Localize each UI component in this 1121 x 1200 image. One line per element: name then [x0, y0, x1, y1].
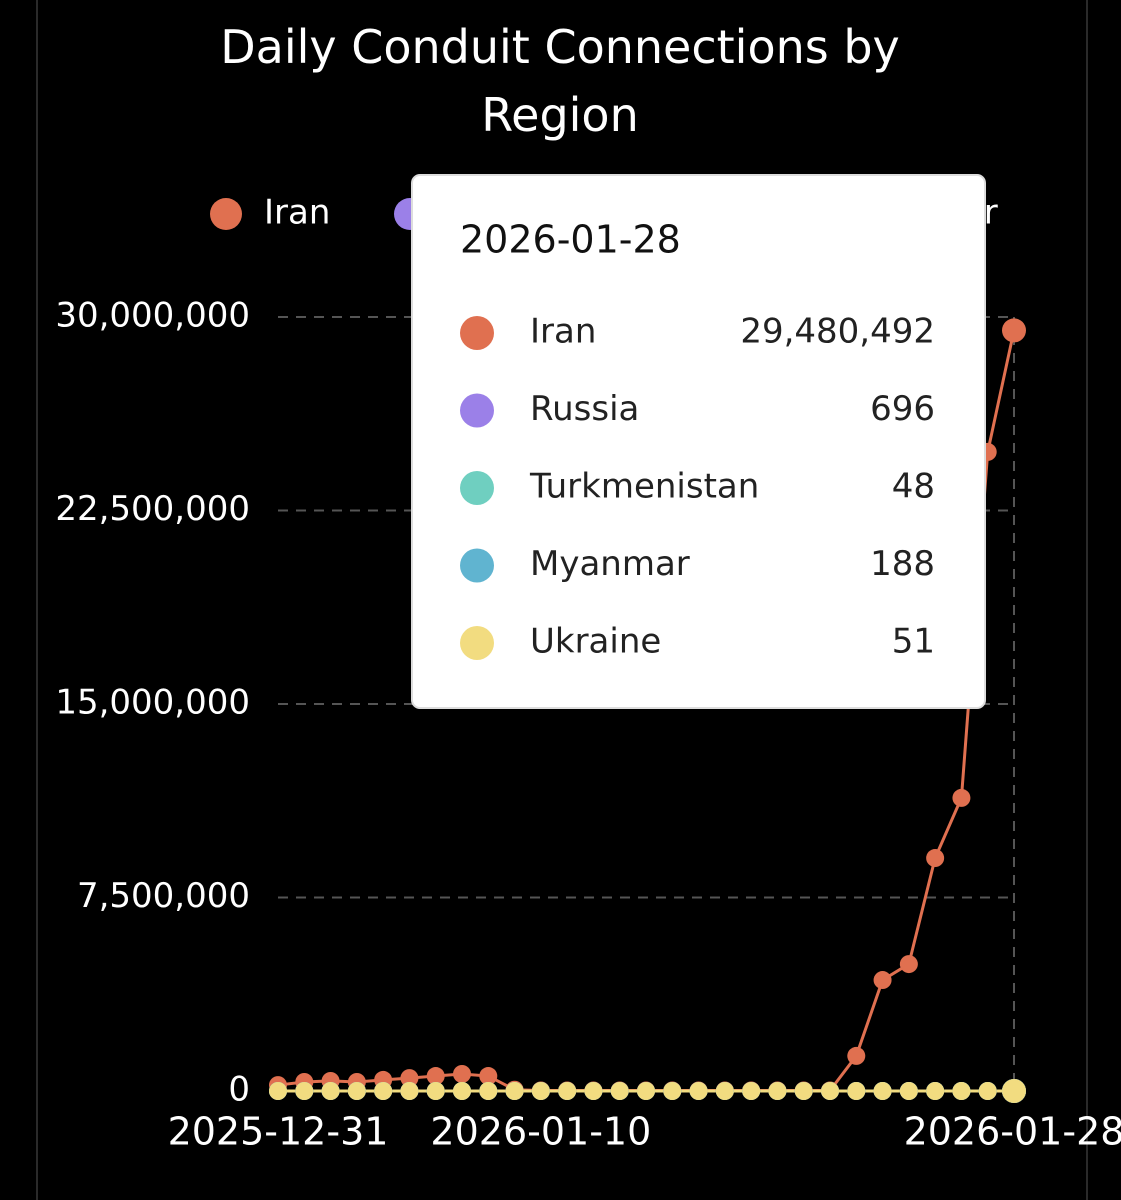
y-tick-label: 7,500,000 — [77, 876, 250, 916]
data-point — [531, 1081, 550, 1100]
data-point — [899, 1081, 918, 1100]
data-point — [926, 849, 945, 868]
data-point — [295, 1081, 314, 1100]
tooltip-marker — [460, 626, 494, 660]
tooltip-title: 2026-01-28 — [460, 218, 681, 262]
tooltip-label: Turkmenistan — [529, 467, 759, 507]
y-tick-label: 15,000,000 — [55, 683, 250, 723]
tooltip-value: 188 — [870, 544, 935, 584]
data-point — [453, 1081, 471, 1100]
y-tick-label: 0 — [228, 1070, 250, 1110]
tooltip-value: 51 — [892, 622, 935, 662]
tooltip-marker — [460, 393, 494, 428]
data-point — [558, 1081, 577, 1100]
tooltip-label: Ukraine — [530, 622, 661, 662]
y-tick-label: 30,000,000 — [55, 296, 250, 336]
tooltip-value: 29,480,492 — [740, 312, 935, 352]
data-point — [847, 1081, 866, 1100]
y-tick-label: 22,500,000 — [55, 489, 250, 529]
tooltip: 2026-01-28 Iran 29,480,492 Russia 696 Turkmen… — [411, 174, 986, 709]
data-point — [479, 1067, 498, 1086]
data-point — [663, 1081, 682, 1100]
data-point — [269, 1081, 287, 1100]
data-point — [1002, 318, 1026, 343]
legend-marker — [210, 198, 242, 230]
data-point — [952, 788, 971, 807]
data-point — [400, 1081, 419, 1100]
data-point — [873, 1081, 892, 1100]
data-point — [610, 1081, 629, 1100]
data-point — [689, 1081, 708, 1100]
tooltip-marker — [460, 316, 494, 350]
data-point — [952, 1081, 971, 1100]
x-tick-label: 2026-01-10 — [430, 1110, 651, 1154]
tooltip-marker — [460, 548, 494, 583]
data-point — [400, 1069, 419, 1088]
data-point — [453, 1064, 471, 1083]
data-point — [479, 1081, 498, 1100]
legend-label: Iran — [264, 193, 330, 233]
data-point — [899, 955, 918, 974]
tooltip-label: Iran — [530, 312, 596, 352]
data-point — [742, 1081, 761, 1100]
data-point — [715, 1081, 734, 1100]
tooltip-box — [411, 174, 986, 709]
data-point — [794, 1081, 813, 1100]
data-point — [847, 1046, 866, 1065]
chart-title: Daily Conduit Connections by Region — [220, 20, 900, 142]
x-tick-label: 2026-01-28 — [904, 1110, 1121, 1154]
data-point — [873, 971, 892, 990]
data-point — [637, 1081, 655, 1100]
data-point — [321, 1081, 340, 1100]
data-point — [426, 1081, 445, 1100]
tooltip-label: Russia — [530, 389, 639, 429]
data-point — [374, 1081, 393, 1100]
tooltip-marker — [460, 471, 494, 505]
data-point — [505, 1081, 524, 1100]
data-point — [347, 1081, 366, 1100]
tooltip-value: 48 — [892, 467, 935, 507]
data-point — [978, 1081, 997, 1100]
tooltip-value: 696 — [870, 389, 935, 429]
data-point — [768, 1081, 787, 1100]
data-point — [426, 1067, 445, 1086]
tooltip-label: Myanmar — [530, 544, 690, 584]
x-tick-label: 2025-12-31 — [168, 1110, 389, 1154]
data-point — [584, 1081, 603, 1100]
data-point — [1002, 1078, 1026, 1103]
data-point — [821, 1081, 839, 1100]
data-point — [926, 1081, 945, 1100]
